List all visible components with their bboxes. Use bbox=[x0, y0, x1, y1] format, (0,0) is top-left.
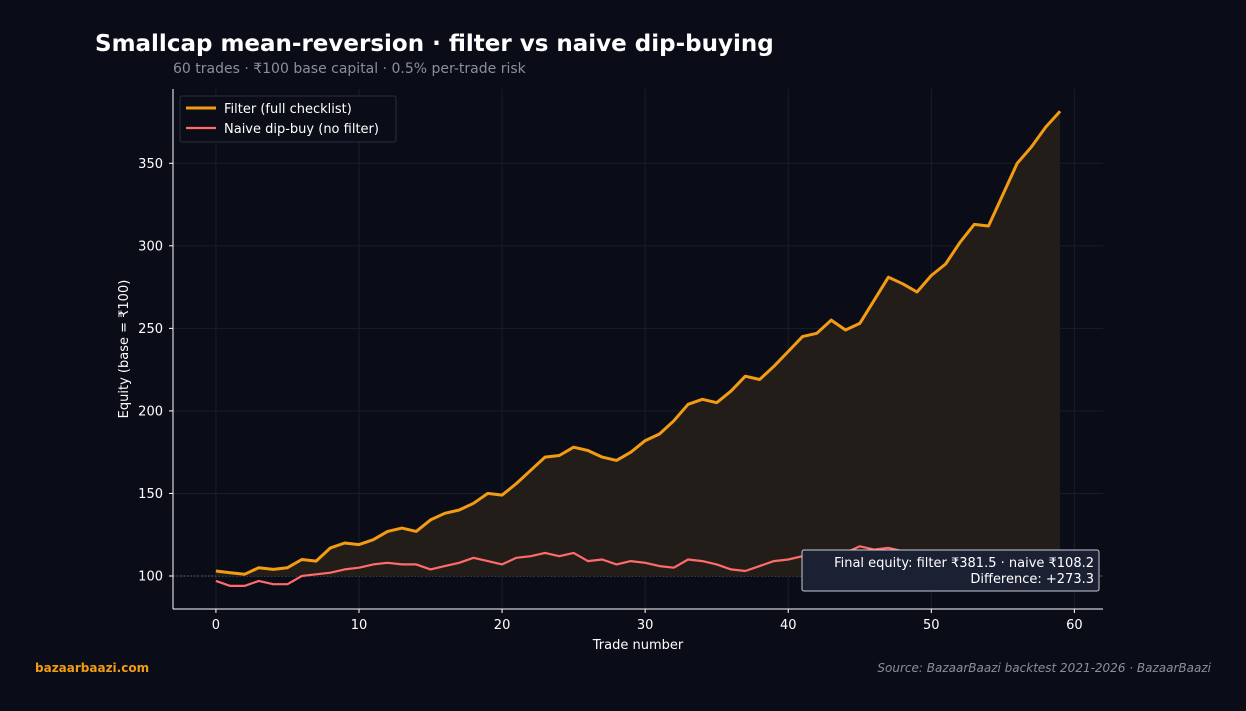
legend: Filter (full checklist) Naive dip-buy (n… bbox=[179, 95, 397, 143]
y-tick-label: 100 bbox=[138, 569, 163, 584]
filter-area-fill bbox=[215, 111, 1061, 576]
chart-subtitle: 60 trades · ₹100 base capital · 0.5% per… bbox=[173, 61, 526, 77]
annotation-line-final-equity: Final equity: filter ₹381.5 · naive ₹108… bbox=[834, 556, 1094, 571]
x-tick-labels: 0 10 20 30 40 50 60 bbox=[212, 609, 1083, 633]
y-tick-label: 150 bbox=[138, 487, 163, 502]
legend-label-filter: Filter (full checklist) bbox=[224, 102, 352, 117]
y-tick-label: 350 bbox=[138, 157, 163, 172]
x-tick-label: 30 bbox=[637, 618, 654, 633]
series-line-filter bbox=[215, 110, 1062, 576]
axes bbox=[172, 89, 1103, 610]
x-tick-label: 60 bbox=[1066, 618, 1083, 633]
x-tick-label: 0 bbox=[212, 618, 220, 633]
final-equity-annotation: Final equity: filter ₹381.5 · naive ₹108… bbox=[801, 549, 1100, 592]
source-note: Source: BazaarBaazi backtest 2021-2026 ·… bbox=[877, 661, 1211, 675]
brand-link[interactable]: bazaarbaazi.com bbox=[35, 661, 150, 675]
y-tick-labels: 100 150 200 250 300 350 bbox=[138, 157, 173, 584]
y-tick-label: 250 bbox=[138, 322, 163, 337]
y-tick-label: 300 bbox=[138, 239, 163, 254]
x-tick-label: 50 bbox=[923, 618, 940, 633]
annotation-box bbox=[801, 549, 1100, 592]
x-tick-label: 20 bbox=[494, 618, 511, 633]
annotation-line-difference: Difference: +273.3 bbox=[970, 572, 1094, 587]
x-tick-label: 40 bbox=[780, 618, 797, 633]
legend-box bbox=[179, 95, 397, 143]
y-axis-label: Equity (base = ₹100) bbox=[117, 280, 132, 419]
chart-title: Smallcap mean-reversion · filter vs naiv… bbox=[95, 31, 774, 57]
legend-label-naive: Naive dip-buy (no filter) bbox=[224, 122, 379, 137]
y-tick-label: 200 bbox=[138, 404, 163, 419]
x-axis-label: Trade number bbox=[592, 638, 684, 653]
x-tick-label: 10 bbox=[351, 618, 368, 633]
